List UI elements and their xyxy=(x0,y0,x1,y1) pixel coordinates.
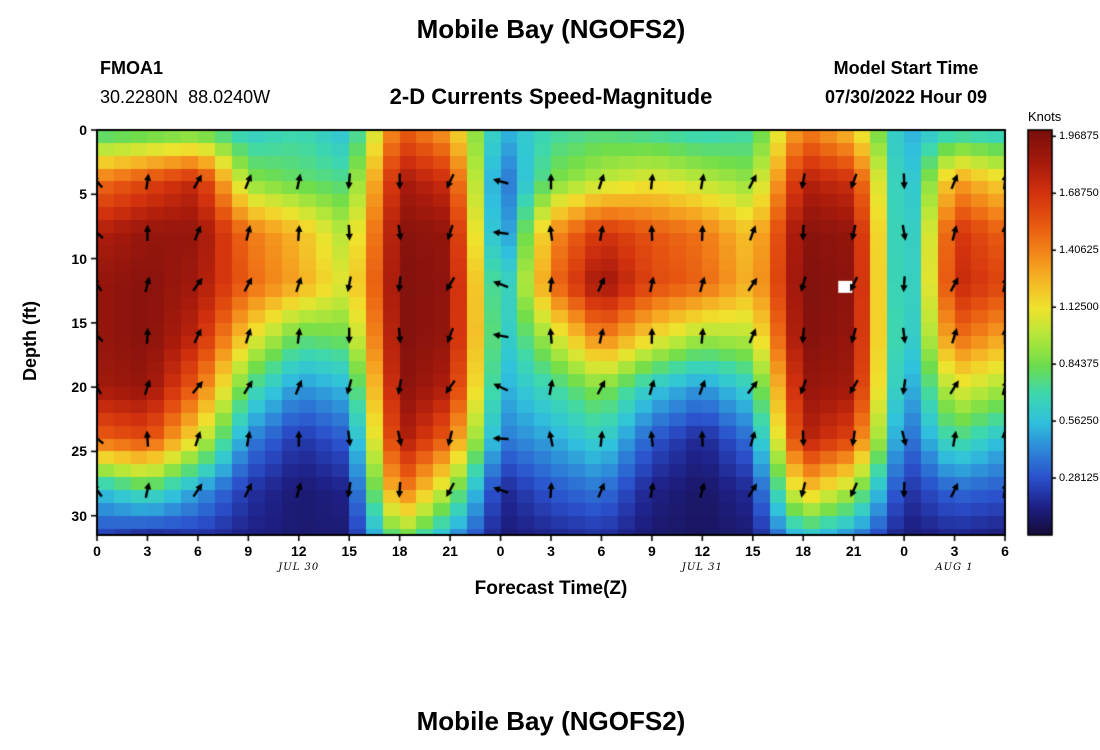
colorbar-tick-label: 0.56250 xyxy=(1059,415,1099,428)
station-coordinates: 30.2280N 88.0240W xyxy=(100,87,271,107)
colorbar-tick-label: 1.68750 xyxy=(1059,187,1099,200)
page-title: Mobile Bay (NGOFS2) xyxy=(416,14,686,44)
model-start-label: Model Start Time xyxy=(833,58,979,78)
x-tick-label: 12 xyxy=(694,543,711,559)
next-plot-title: Mobile Bay (NGOFS2) xyxy=(416,706,686,736)
y-tick-label: 25 xyxy=(71,443,87,460)
x-tick-label: 9 xyxy=(244,543,253,559)
x-tick-label: 0 xyxy=(93,543,101,559)
x-tick-label: 3 xyxy=(950,543,959,559)
colorbar-tick-label: 0.84375 xyxy=(1059,358,1099,371)
colorbar-tick-label: 0.28125 xyxy=(1059,472,1099,485)
y-axis-label: Depth (ft) xyxy=(20,301,40,381)
y-tick-label: 20 xyxy=(71,379,87,396)
colorbar-unit-label: Knots xyxy=(1028,109,1062,124)
x-tick-label: 0 xyxy=(900,543,908,559)
y-tick-label: 0 xyxy=(79,122,87,138)
x-tick-label: 21 xyxy=(442,543,458,559)
y-tick-label: 30 xyxy=(71,507,87,524)
colorbar-tick-label: 1.12500 xyxy=(1059,301,1099,314)
x-tick-label: 9 xyxy=(647,543,656,559)
x-axis-label: Forecast Time(Z) xyxy=(474,578,628,599)
x-tick-label: 6 xyxy=(597,543,606,559)
colorbar-tick-label: 1.40625 xyxy=(1059,244,1099,257)
colorbar-tick-label: 1.96875 xyxy=(1059,130,1099,143)
x-tick-label: 18 xyxy=(795,543,811,559)
x-tick-label: 18 xyxy=(391,543,408,559)
y-tick-label: 5 xyxy=(79,186,87,203)
x-tick-label: 15 xyxy=(744,543,761,559)
x-tick-label: 0 xyxy=(496,543,505,559)
station-id: FMOA1 xyxy=(100,58,163,78)
x-tick-label: 21 xyxy=(845,543,862,559)
x-tick-label: 3 xyxy=(547,543,555,559)
x-axis-date-label: JUL 30 xyxy=(278,562,320,573)
x-tick-label: 15 xyxy=(341,543,357,559)
x-axis-date-label: AUG 1 xyxy=(935,562,974,573)
x-tick-label: 6 xyxy=(193,543,202,559)
y-tick-label: 15 xyxy=(71,314,87,331)
plot-title: 2-D Currents Speed-Magnitude xyxy=(389,84,713,109)
x-tick-label: 6 xyxy=(1001,543,1009,559)
x-axis-date-label: JUL 31 xyxy=(681,562,723,573)
x-tick-label: 3 xyxy=(143,543,152,559)
x-tick-label: 12 xyxy=(290,543,307,559)
model-start-value: 07/30/2022 Hour 09 xyxy=(824,87,988,107)
y-tick-label: 10 xyxy=(71,250,87,267)
